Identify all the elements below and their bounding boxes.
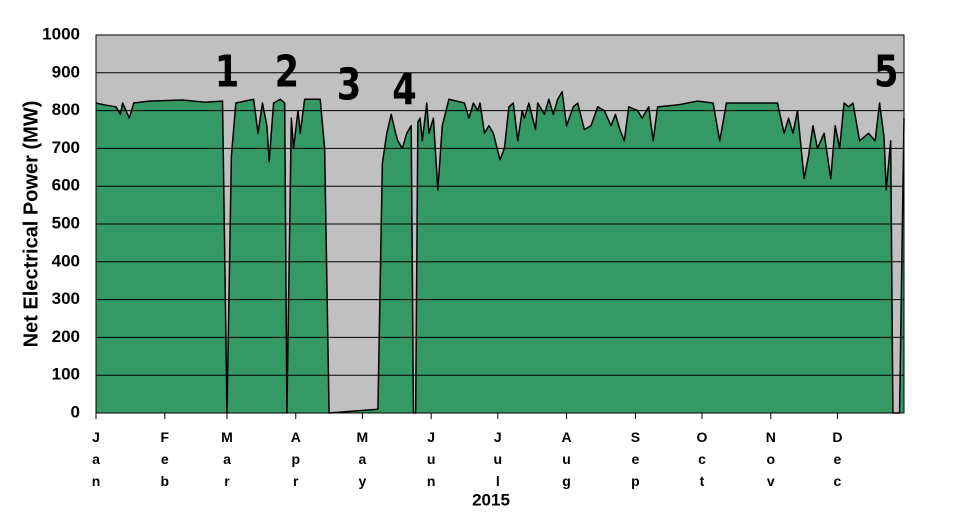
area-line — [95, 90, 905, 414]
x-axis-title: 2015 — [472, 490, 510, 509]
plot-border — [95, 34, 905, 414]
y-tick-label: 800 — [52, 100, 80, 119]
y-tick-label: 1000 — [42, 24, 80, 43]
annotation: 1 — [215, 47, 239, 98]
y-tick-label: 700 — [52, 138, 80, 157]
y-axis-title: Net Electrical Power (MW) — [20, 101, 42, 348]
y-tick-label: 900 — [52, 62, 80, 81]
annotation: 3 — [337, 60, 361, 111]
y-tick-label: 600 — [52, 176, 80, 195]
y-tick-label: 400 — [52, 251, 80, 270]
area-fill — [96, 91, 904, 413]
annotation: 4 — [392, 65, 416, 116]
y-tick-label: 100 — [52, 365, 80, 384]
y-tick-label: 0 — [71, 402, 80, 421]
y-tick-label: 500 — [52, 213, 80, 232]
y-tick-label: 200 — [52, 327, 80, 346]
annotation: 2 — [275, 47, 299, 98]
annotation: 5 — [874, 47, 898, 98]
y-tick-label: 300 — [52, 289, 80, 308]
